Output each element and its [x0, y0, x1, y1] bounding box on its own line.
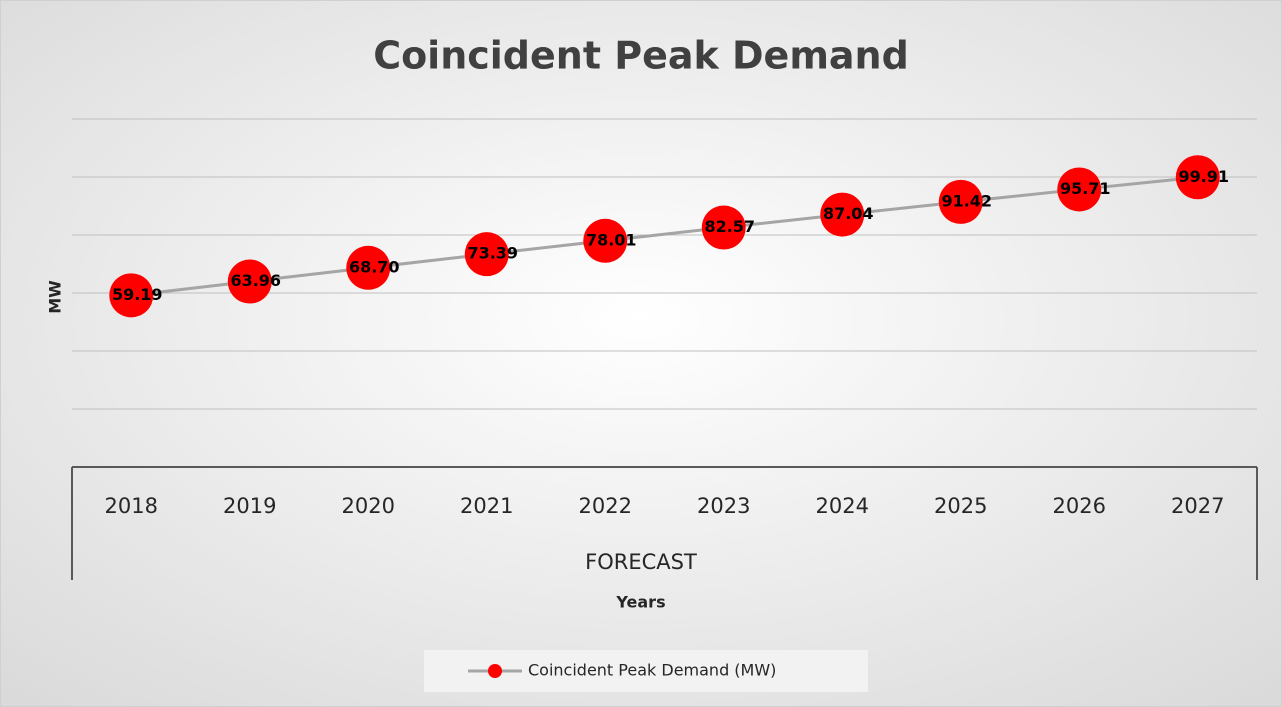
x-tick-label: 2018 [105, 494, 158, 518]
x-tick-label: 2025 [934, 494, 987, 518]
data-label: 87.04 [823, 204, 874, 223]
x-tick-label: 2021 [460, 494, 513, 518]
chart-title: Coincident Peak Demand [373, 34, 909, 78]
data-point [464, 232, 509, 277]
data-point [346, 245, 391, 290]
data-point [1057, 167, 1102, 212]
x-tick-label: 2019 [223, 494, 276, 518]
data-point [583, 218, 628, 263]
data-label: 63.96 [230, 271, 281, 290]
data-label: 99.91 [1178, 167, 1229, 186]
data-point [109, 273, 154, 318]
data-label: 68.70 [349, 257, 400, 276]
x-tick-label: 2027 [1171, 494, 1224, 518]
data-label: 91.42 [941, 191, 992, 210]
data-label: 78.01 [586, 230, 637, 249]
series-line [131, 175, 1198, 297]
data-label: 59.19 [112, 285, 163, 304]
x-tick-label: 2022 [579, 494, 632, 518]
data-label: 73.39 [467, 244, 518, 263]
data-label: 95.71 [1060, 179, 1111, 198]
x-tick-label: 2024 [816, 494, 869, 518]
x-tick-label: 2020 [342, 494, 395, 518]
data-point [701, 205, 746, 250]
legend-marker [488, 664, 502, 678]
data-point [227, 259, 272, 304]
data-point [938, 179, 983, 224]
x-tick-label: 2023 [697, 494, 750, 518]
legend-label: Coincident Peak Demand (MW) [528, 661, 776, 680]
data-point [1175, 155, 1220, 200]
y-axis-label: MW [46, 280, 65, 314]
data-label: 82.57 [704, 217, 755, 236]
x-tick-label: 2026 [1053, 494, 1106, 518]
x-group-label: FORECAST [585, 550, 697, 574]
data-point [820, 192, 865, 237]
x-axis-label: Years [615, 593, 665, 612]
